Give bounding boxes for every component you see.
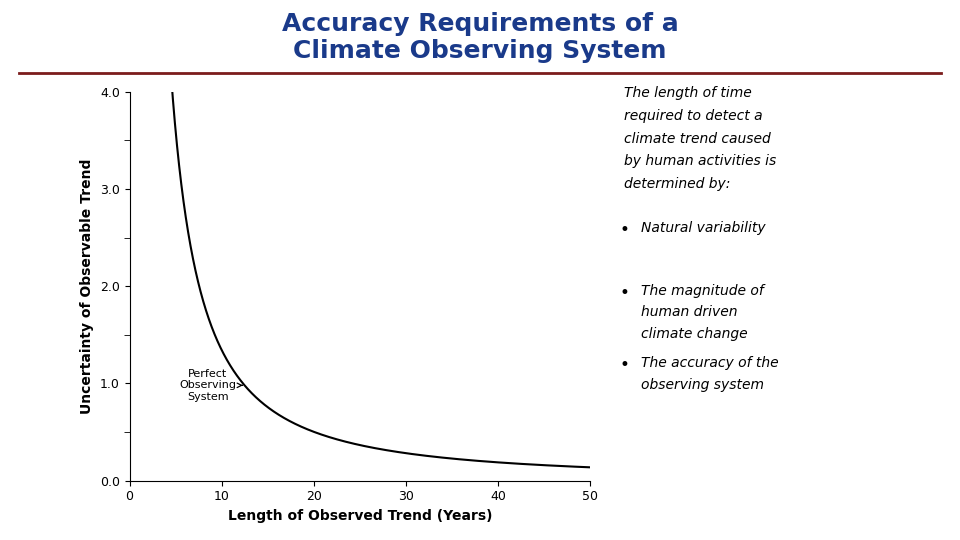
Text: required to detect a: required to detect a [624, 109, 762, 123]
Y-axis label: Uncertainty of Observable Trend: Uncertainty of Observable Trend [81, 159, 94, 414]
Text: •: • [619, 356, 629, 374]
Text: The magnitude of: The magnitude of [641, 284, 764, 298]
Text: Natural variability: Natural variability [641, 221, 766, 235]
Text: •: • [619, 284, 629, 301]
Text: observing system: observing system [641, 378, 764, 392]
Text: The accuracy of the: The accuracy of the [641, 356, 779, 370]
Text: climate trend caused: climate trend caused [624, 132, 771, 146]
Text: •: • [619, 221, 629, 239]
Text: climate change: climate change [641, 327, 748, 341]
Text: Perfect
Observing
System: Perfect Observing System [180, 369, 242, 402]
Text: The length of time: The length of time [624, 86, 752, 100]
Text: Climate Observing System: Climate Observing System [293, 39, 667, 63]
Text: determined by:: determined by: [624, 177, 731, 191]
Text: Accuracy Requirements of a: Accuracy Requirements of a [281, 12, 679, 36]
Text: human driven: human driven [641, 305, 738, 319]
Text: by human activities is: by human activities is [624, 154, 777, 168]
X-axis label: Length of Observed Trend (Years): Length of Observed Trend (Years) [228, 509, 492, 523]
